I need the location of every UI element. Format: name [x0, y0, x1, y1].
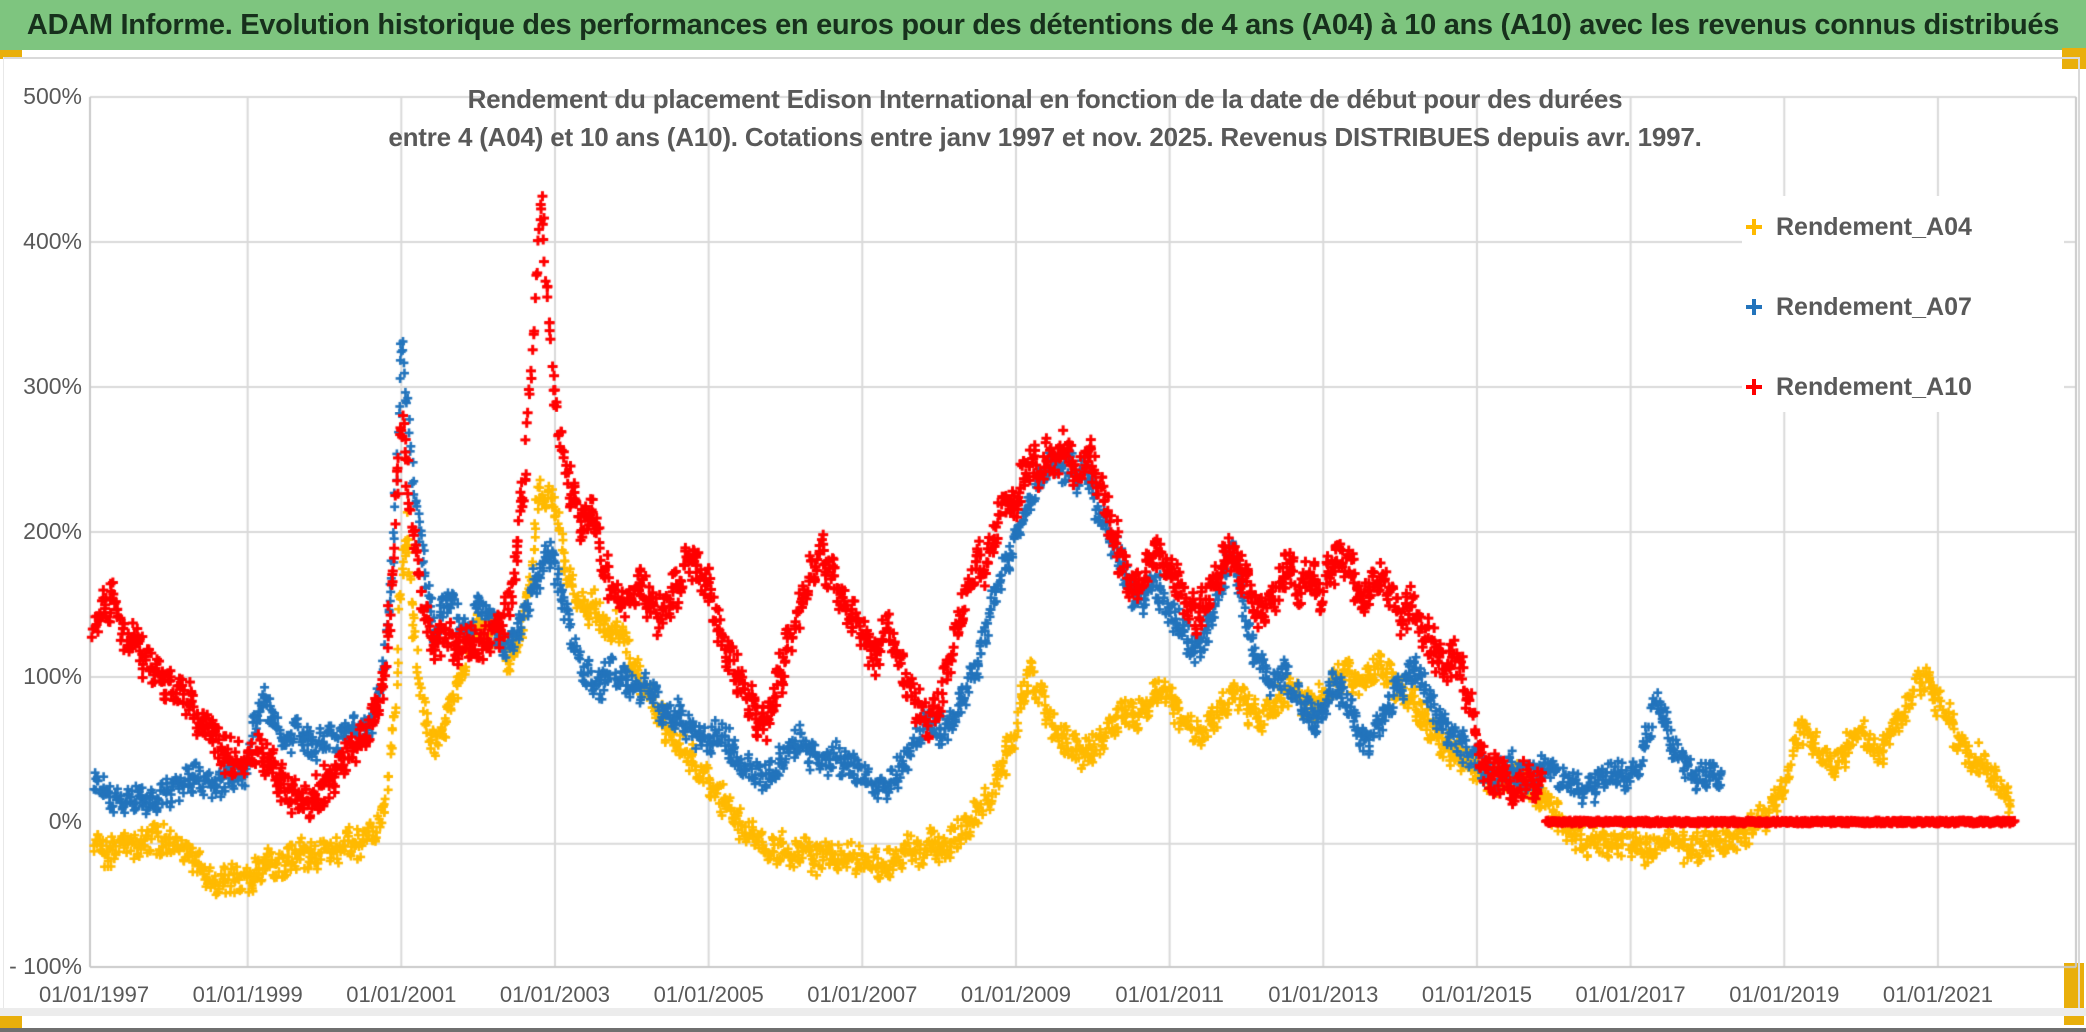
x-tick-label: 01/01/2021 — [1882, 982, 1993, 1007]
x-tick-label: 01/01/2019 — [1729, 982, 1840, 1007]
x-tick-label: 01/01/1999 — [192, 982, 303, 1007]
chart-legend: Rendement_A04 Rendement_A07 Rendement_A10 — [1742, 196, 2064, 412]
x-tick-label: 01/01/2007 — [807, 982, 918, 1007]
plus-marker-icon — [1746, 299, 1762, 315]
x-tick-label: 01/01/2005 — [653, 982, 764, 1007]
y-tick-label: 400% — [23, 228, 82, 254]
y-tick-label: 500% — [23, 83, 82, 109]
plus-marker-icon — [1746, 379, 1762, 395]
x-tick-label: 01/01/2001 — [346, 982, 457, 1007]
x-tick-label: 01/01/2003 — [499, 982, 611, 1007]
y-tick-label: - 100% — [9, 953, 82, 979]
y-tick-label: 100% — [23, 663, 82, 689]
legend-item-rendement_a04: Rendement_A04 — [1742, 210, 2064, 244]
legend-item-rendement_a07: Rendement_A07 — [1742, 290, 2064, 324]
x-tick-label: 01/01/2017 — [1575, 982, 1686, 1007]
x-tick-label: 01/01/2009 — [960, 982, 1072, 1007]
x-tick-label: 01/01/2013 — [1268, 982, 1379, 1007]
x-tick-label: 01/01/2015 — [1421, 982, 1532, 1007]
chart-title-line1: Rendement du placement Edison Internatio… — [467, 84, 1623, 114]
plus-marker-icon — [1746, 219, 1762, 235]
legend-label: Rendement_A04 — [1776, 212, 1972, 241]
y-tick-label: 0% — [48, 808, 82, 834]
y-tick-label: 200% — [23, 518, 82, 544]
x-tick-label: 01/01/1997 — [38, 982, 150, 1007]
chart-title-line2: entre 4 (A04) et 10 ans (A10). Cotations… — [388, 122, 1702, 152]
y-tick-label: 300% — [23, 373, 82, 399]
legend-label: Rendement_A07 — [1776, 292, 1972, 321]
legend-label: Rendement_A10 — [1776, 372, 1972, 401]
x-tick-label: 01/01/2011 — [1115, 982, 1224, 1007]
legend-item-rendement_a10: Rendement_A10 — [1742, 370, 2064, 404]
